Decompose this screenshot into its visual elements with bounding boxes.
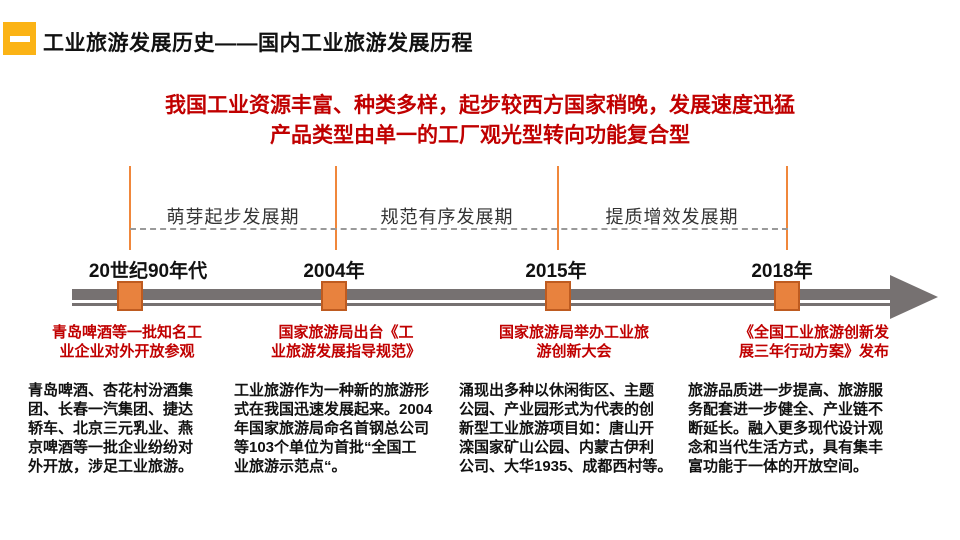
section-number-icon — [3, 22, 36, 55]
milestone-column-3: 国家旅游局举办工业旅 游创新大会 涌现出多种以休闲街区、主题 公园、产业园形式为… — [459, 323, 689, 476]
milestone-marker-3 — [545, 281, 571, 311]
milestone-body: 旅游品质进一步提高、旅游服 务配套进一步健全、产业链不 断延长。融入更多现代设计… — [688, 382, 884, 475]
milestone-marker-1 — [117, 281, 143, 311]
phase-label-3: 提质增效发展期 — [605, 207, 739, 227]
milestone-subtitle: 青岛啤酒等一批知名工 业企业对外开放参观 — [51, 324, 202, 360]
milestone-marker-2 — [321, 281, 347, 311]
phase-label-1: 萌芽起步发展期 — [166, 207, 300, 227]
page-title: 工业旅游发展历史——国内工业旅游发展历程 — [43, 32, 473, 55]
dash-icon — [10, 36, 30, 42]
headline-line2: 产品类型由单一的工厂观光型转向功能复合型 — [270, 124, 690, 147]
year-label-3: 2015年 — [525, 261, 587, 282]
milestone-column-2: 国家旅游局出台《工 业旅游发展指导规范》 工业旅游作为一种新的旅游形 式在我国迅… — [234, 323, 458, 476]
phase-divider-3 — [557, 166, 559, 250]
milestone-subtitle: 国家旅游局出台《工 业旅游发展指导规范》 — [270, 324, 421, 360]
timeline-arrow-shaft — [72, 289, 894, 300]
phase-dashed-line — [130, 228, 788, 230]
headline: 我国工业资源丰富、种类多样，起步较西方国家稍晚，发展速度迅猛 产品类型由单一的工… — [0, 91, 960, 151]
timeline-arrowhead-icon — [890, 275, 938, 319]
headline-line1: 我国工业资源丰富、种类多样，起步较西方国家稍晚，发展速度迅猛 — [165, 94, 795, 117]
phase-divider-2 — [335, 166, 337, 250]
phase-divider-1 — [129, 166, 131, 250]
year-label-2: 2004年 — [303, 261, 365, 282]
milestone-body: 青岛啤酒、杏花村汾酒集 团、长春一汽集团、捷达 轿车、北京三元乳业、燕 京啤酒等… — [28, 382, 194, 475]
milestone-body: 涌现出多种以休闲街区、主题 公园、产业园形式为代表的创 新型工业旅游项目如：唐山… — [459, 382, 673, 475]
timeline-arrow-shaft-stripe — [72, 303, 894, 306]
milestone-subtitle: 国家旅游局举办工业旅 游创新大会 — [498, 324, 649, 360]
year-label-4: 2018年 — [751, 261, 813, 282]
milestone-body: 工业旅游作为一种新的旅游形 式在我国迅速发展起来。2004 年国家旅游局命名首钢… — [234, 382, 433, 475]
milestone-column-4: 《全国工业旅游创新发 展三年行动方案》发布 旅游品质进一步提高、旅游服 务配套进… — [688, 323, 940, 476]
phase-divider-4 — [786, 166, 788, 250]
phase-label-2: 规范有序发展期 — [380, 207, 514, 227]
year-label-1: 20世纪90年代 — [88, 261, 208, 282]
milestone-marker-4 — [774, 281, 800, 311]
milestone-subtitle: 《全国工业旅游创新发 展三年行动方案》发布 — [738, 324, 889, 360]
milestone-column-1: 青岛啤酒等一批知名工 业企业对外开放参观 青岛啤酒、杏花村汾酒集 团、长春一汽集… — [28, 323, 226, 476]
